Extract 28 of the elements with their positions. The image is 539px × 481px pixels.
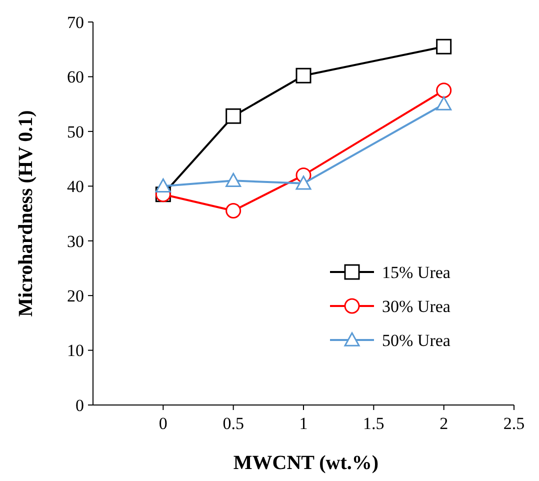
y-tick-label: 10	[67, 341, 84, 360]
legend-label: 50% Urea	[382, 330, 451, 350]
point	[436, 38, 452, 54]
point	[226, 108, 242, 124]
point	[155, 178, 171, 192]
y-axis-title: Microhardness (HV 0.1)	[15, 110, 37, 317]
y-tick-label: 50	[67, 122, 84, 142]
x-tick-label: 2	[440, 414, 448, 433]
y-tick-label: 60	[67, 68, 84, 87]
legend-label: 15% Urea	[382, 262, 451, 282]
point	[296, 68, 312, 84]
x-tick-label: 1	[299, 414, 308, 433]
x-tick-label: 2.5	[503, 414, 525, 433]
y-tick-label: 70	[67, 12, 84, 32]
point	[226, 203, 242, 219]
point	[226, 172, 242, 188]
x-tick-label: 0	[158, 414, 168, 433]
y-tick-label: 0	[76, 396, 84, 415]
y-tick-label: 30	[67, 232, 84, 251]
legend-label: 30% Urea	[382, 296, 451, 316]
x-axis-title: MWCNT (wt.%)	[233, 452, 379, 474]
point	[296, 176, 312, 190]
x-tick-label: 1.5	[363, 414, 384, 433]
x-tick-label: 0.5	[222, 414, 244, 433]
point	[436, 82, 452, 98]
y-tick-label: 40	[67, 177, 84, 196]
y-tick-label: 20	[67, 286, 84, 306]
point	[436, 96, 452, 110]
